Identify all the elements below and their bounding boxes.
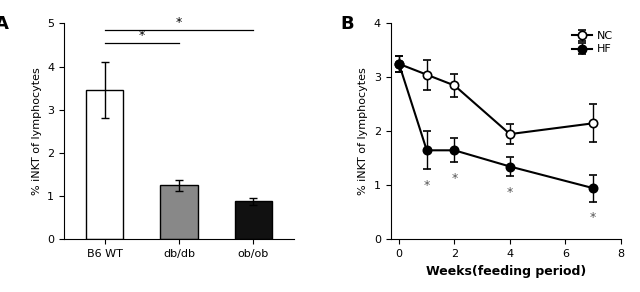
Text: *: * (590, 211, 596, 224)
Text: *: * (176, 15, 182, 29)
Text: *: * (507, 186, 513, 199)
Text: A: A (0, 15, 9, 33)
Y-axis label: % iNKT of lymphocytes: % iNKT of lymphocytes (31, 67, 42, 195)
Bar (161, 185, 198, 239)
Y-axis label: % iNKT of lymphocytes: % iNKT of lymphocytes (358, 67, 368, 195)
Bar (86, 90, 124, 239)
Text: *: * (451, 172, 458, 185)
Text: B: B (340, 15, 354, 33)
Legend: NC, HF: NC, HF (570, 29, 615, 57)
Bar (235, 201, 272, 239)
X-axis label: Weeks(feeding period): Weeks(feeding period) (426, 265, 586, 278)
Text: *: * (424, 179, 430, 192)
Text: *: * (139, 29, 145, 41)
